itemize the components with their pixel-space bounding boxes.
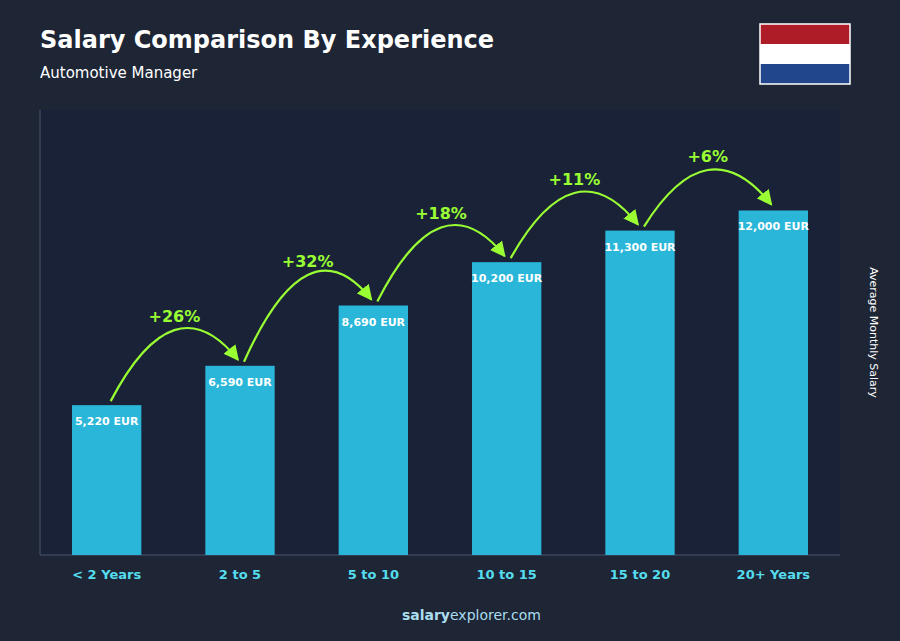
flag-stripe (760, 24, 850, 44)
change-label: +6% (687, 147, 728, 166)
x-tick-label: 2 to 5 (219, 567, 261, 582)
x-axis-line (40, 555, 840, 556)
value-label: 11,300 EUR (604, 241, 676, 254)
y-axis-label: Average Monthly Salary (867, 267, 880, 398)
watermark: salary (402, 607, 450, 623)
change-label: +18% (415, 204, 467, 223)
title: Salary Comparison By Experience (40, 26, 494, 54)
subtitle: Automotive Manager (40, 64, 198, 82)
change-label: +32% (282, 252, 334, 271)
chart: Salary Comparison By Experience Automotiv… (0, 0, 900, 641)
value-label: 12,000 EUR (738, 220, 810, 233)
bar (739, 210, 808, 555)
flag-stripe (760, 64, 850, 84)
value-label: 6,590 EUR (208, 376, 272, 389)
x-tick-label: < 2 Years (72, 567, 141, 582)
x-tick-label: 20+ Years (737, 567, 811, 582)
bar (339, 306, 408, 555)
value-label: 5,220 EUR (75, 415, 139, 428)
x-tick-label: 15 to 20 (610, 567, 670, 582)
y-axis-line (40, 110, 41, 555)
x-tick-label: 5 to 10 (348, 567, 399, 582)
change-arc (244, 271, 371, 362)
flag (760, 24, 850, 84)
bar (472, 262, 541, 555)
bar (72, 405, 141, 555)
value-label: 8,690 EUR (342, 316, 406, 329)
change-label: +26% (148, 307, 200, 326)
background (0, 0, 900, 641)
x-tick-label: 10 to 15 (476, 567, 536, 582)
change-arc (511, 192, 638, 259)
bar (205, 366, 274, 555)
change-arc (111, 328, 238, 401)
flag-stripe (760, 44, 850, 64)
value-label: 10,200 EUR (471, 272, 543, 285)
bar (605, 231, 674, 555)
change-arc (377, 225, 504, 302)
watermark: explorer.com (450, 607, 541, 623)
flag-border (760, 24, 850, 84)
bars (72, 210, 808, 555)
change-arc (644, 169, 771, 226)
change-label: +11% (548, 170, 600, 189)
plot-area (40, 110, 840, 555)
